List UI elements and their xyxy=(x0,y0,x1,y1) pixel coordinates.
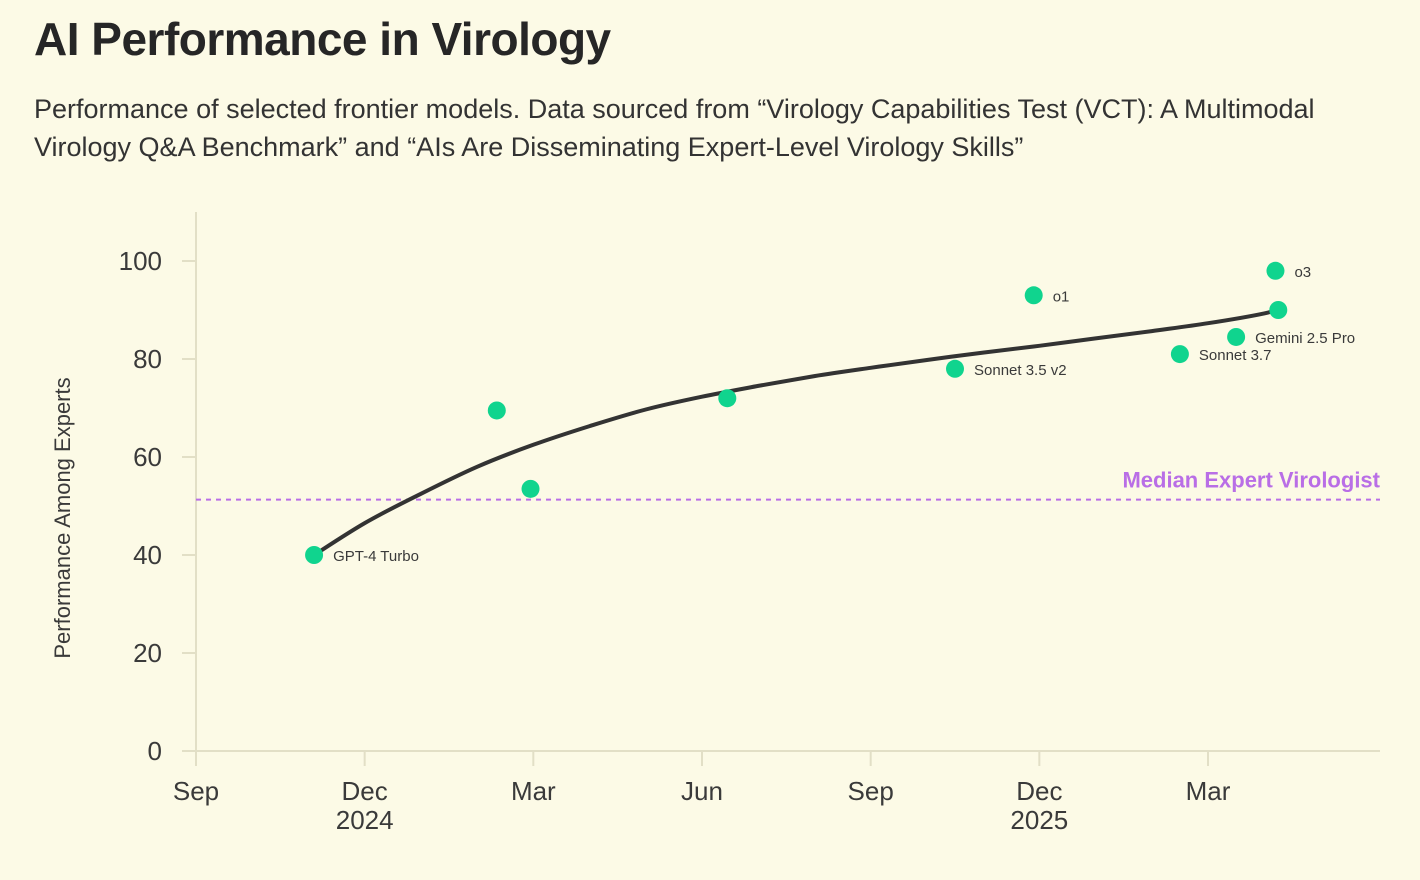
x-tick-label: Dec xyxy=(342,776,388,806)
data-point-label: Sonnet 3.5 v2 xyxy=(974,362,1067,379)
reference-line-label: Median Expert Virologist xyxy=(1122,468,1380,493)
data-point xyxy=(718,389,737,408)
data-point xyxy=(1170,345,1189,364)
data-point xyxy=(1024,286,1043,305)
points-group: GPT-4 Turbo Sonnet 3.5 v2 o1 Sonnet 3.7Gemi… xyxy=(305,261,1355,565)
y-tick-label: 40 xyxy=(133,540,162,570)
reference-line-group: Median Expert Virologist xyxy=(196,468,1381,501)
y-tick-label: 80 xyxy=(133,344,162,374)
trend-line xyxy=(312,306,1281,557)
x-tick-label: Sep xyxy=(173,776,219,806)
y-axis-label: Performance Among Experts xyxy=(50,377,75,658)
data-point-label: GPT-4 Turbo xyxy=(333,548,419,565)
data-point xyxy=(1227,327,1246,346)
x-tick-label: Jun xyxy=(681,776,723,806)
x-tick-year-label: 2024 xyxy=(336,805,394,835)
y-tick-label: 0 xyxy=(148,736,162,766)
chart-title: AI Performance in Virology xyxy=(34,13,611,65)
data-point-label: o1 xyxy=(1053,288,1070,305)
data-point-label: Gemini 2.5 Pro xyxy=(1255,330,1355,347)
data-point xyxy=(1266,261,1285,280)
data-point xyxy=(946,359,964,378)
data-point-label: Sonnet 3.7 xyxy=(1199,347,1272,364)
x-tick-label: Mar xyxy=(511,776,556,806)
x-tick-label: Mar xyxy=(1186,776,1231,806)
trend-group xyxy=(312,306,1281,557)
data-point xyxy=(487,401,506,420)
chart-subtitle: Performance of selected frontier models.… xyxy=(34,94,1315,162)
data-point xyxy=(1269,301,1288,319)
y-tick-label: 100 xyxy=(119,246,162,276)
data-point-label: o3 xyxy=(1294,264,1311,281)
data-point xyxy=(305,546,324,564)
x-tick-label: Sep xyxy=(848,776,894,806)
y-tick-label: 20 xyxy=(133,638,162,668)
x-tick-label: Dec xyxy=(1016,776,1062,806)
data-point xyxy=(521,479,540,498)
x-tick-year-label: 2025 xyxy=(1010,805,1068,835)
y-tick-label: 60 xyxy=(133,442,162,472)
